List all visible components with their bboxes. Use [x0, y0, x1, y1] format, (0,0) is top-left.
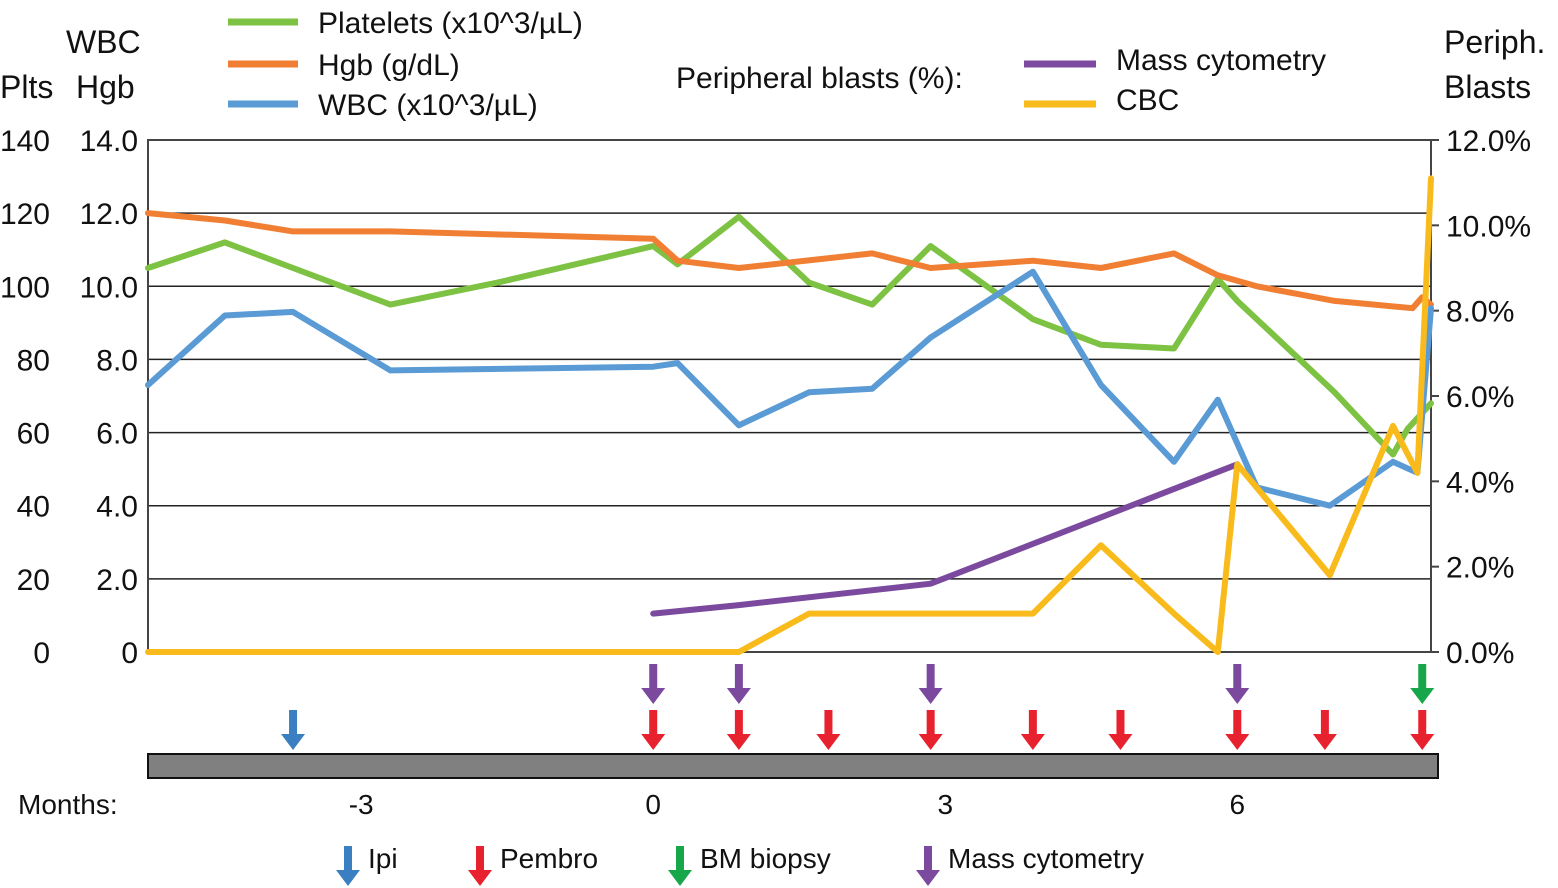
- legend-pembro-arrow-icon: [468, 846, 492, 886]
- legend-mass-cytometry-arrow-icon: [916, 846, 940, 886]
- axis-ticks: 140 14.0 120 12.0 100 10.0 80 8.0 60 6.0 40 4.0 20 2.…: [0, 125, 1531, 670]
- event-legend-label-ipi: Ipi: [368, 843, 398, 874]
- month-tick-label: -3: [349, 789, 374, 820]
- legend-bm-biopsy-arrow-icon: [668, 846, 692, 886]
- plts-tick-label: 60: [17, 418, 50, 451]
- wbc-hgb-tick-label: 0: [121, 637, 138, 670]
- blasts-tick-label: 0.0%: [1446, 637, 1514, 670]
- legend-right: Peripheral blasts (%): Mass cytometry CB…: [676, 44, 1326, 117]
- legend-ipi-arrow-icon: [336, 846, 360, 886]
- left-axis-title-wbc: WBC: [66, 24, 141, 60]
- series-line-platelets: [145, 213, 1434, 458]
- wbc-hgb-tick-label: 2.0: [96, 564, 138, 597]
- plts-tick-label: 20: [17, 564, 50, 597]
- pembro-arrow-icon: [1108, 710, 1133, 750]
- month-tick-label: 3: [937, 789, 953, 820]
- event-legend-label-pembro: Pembro: [500, 843, 598, 874]
- pembro-arrow-icon: [726, 710, 751, 750]
- event-arrows: [281, 664, 1435, 750]
- pembro-arrow-icon: [918, 710, 943, 750]
- month-tick-labels: -3 0 3 6: [349, 789, 1245, 820]
- plts-tick-label: 120: [0, 198, 50, 231]
- legend-left: Platelets (x10^3/µL) Hgb (g/dL) WBC (x10…: [228, 7, 583, 122]
- wbc-hgb-tick-label: 8.0: [96, 344, 138, 377]
- series-line-mass-cytometry: [650, 461, 1241, 617]
- event-legend-label-bm-biopsy: BM biopsy: [700, 843, 831, 874]
- wbc-hgb-tick-label: 4.0: [96, 491, 138, 524]
- blasts-tick-label: 8.0%: [1446, 296, 1514, 329]
- timeline-bar: [147, 753, 1439, 779]
- legend-label-hgb: Hgb (g/dL): [318, 49, 460, 82]
- blasts-tick-label: 12.0%: [1446, 125, 1531, 158]
- bm-biopsy-arrow-icon: [1410, 664, 1435, 704]
- wbc-hgb-tick-label: 6.0: [96, 418, 138, 451]
- x-axis-label-months: Months:: [18, 789, 118, 820]
- mass-cytometry-arrow-icon: [918, 664, 943, 704]
- blasts-tick-label: 2.0%: [1446, 552, 1514, 585]
- mass-cytometry-arrow-icon: [1225, 664, 1250, 704]
- plts-tick-label: 100: [0, 271, 50, 304]
- plot-frame: [147, 139, 1432, 653]
- month-tick-label: 6: [1229, 789, 1245, 820]
- pembro-arrow-icon: [641, 710, 666, 750]
- pembro-arrow-icon: [1312, 710, 1337, 750]
- plts-tick-label: 0: [33, 637, 50, 670]
- blasts-tick-label: 10.0%: [1446, 210, 1531, 243]
- wbc-hgb-tick-label: 10.0: [80, 271, 138, 304]
- plts-tick-label: 140: [0, 125, 50, 158]
- pembro-arrow-icon: [816, 710, 841, 750]
- pembro-arrow-icon: [1225, 710, 1250, 750]
- pembro-arrow-icon: [1410, 710, 1435, 750]
- plts-tick-label: 40: [17, 491, 50, 524]
- ipi-arrow-icon: [281, 710, 306, 750]
- gridlines: [148, 212, 1431, 580]
- series-line-hgb: [145, 210, 1434, 312]
- legend-title-peripheral-blasts: Peripheral blasts (%):: [676, 62, 963, 95]
- series-line-wbc: [145, 268, 1434, 509]
- month-tick-label: 0: [645, 789, 661, 820]
- plts-tick-label: 80: [17, 344, 50, 377]
- right-axis-title-blasts: Blasts: [1444, 69, 1531, 105]
- legend-label-mass-cytometry: Mass cytometry: [1116, 44, 1326, 77]
- wbc-hgb-tick-label: 12.0: [80, 198, 138, 231]
- left-axis-title-hgb: Hgb: [76, 69, 135, 105]
- wbc-hgb-tick-label: 14.0: [80, 125, 138, 158]
- legend-label-platelets: Platelets (x10^3/µL): [318, 7, 583, 40]
- blasts-tick-label: 4.0%: [1446, 466, 1514, 499]
- blasts-tick-label: 6.0%: [1446, 381, 1514, 414]
- mass-cytometry-arrow-icon: [641, 664, 666, 704]
- pembro-arrow-icon: [1020, 710, 1045, 750]
- event-legend: Ipi Pembro BM biopsy Mass cytometry: [336, 843, 1144, 886]
- legend-label-cbc: CBC: [1116, 84, 1179, 117]
- series-line-cbc: [145, 175, 1434, 655]
- mass-cytometry-arrow-icon: [726, 664, 751, 704]
- event-legend-label-mass-cytometry: Mass cytometry: [948, 843, 1144, 874]
- data-series: [145, 175, 1434, 655]
- legend-label-wbc: WBC (x10^3/µL): [318, 89, 538, 122]
- right-axis-title-periph: Periph.: [1444, 24, 1545, 60]
- left-axis-title-plts: Plts: [0, 69, 53, 105]
